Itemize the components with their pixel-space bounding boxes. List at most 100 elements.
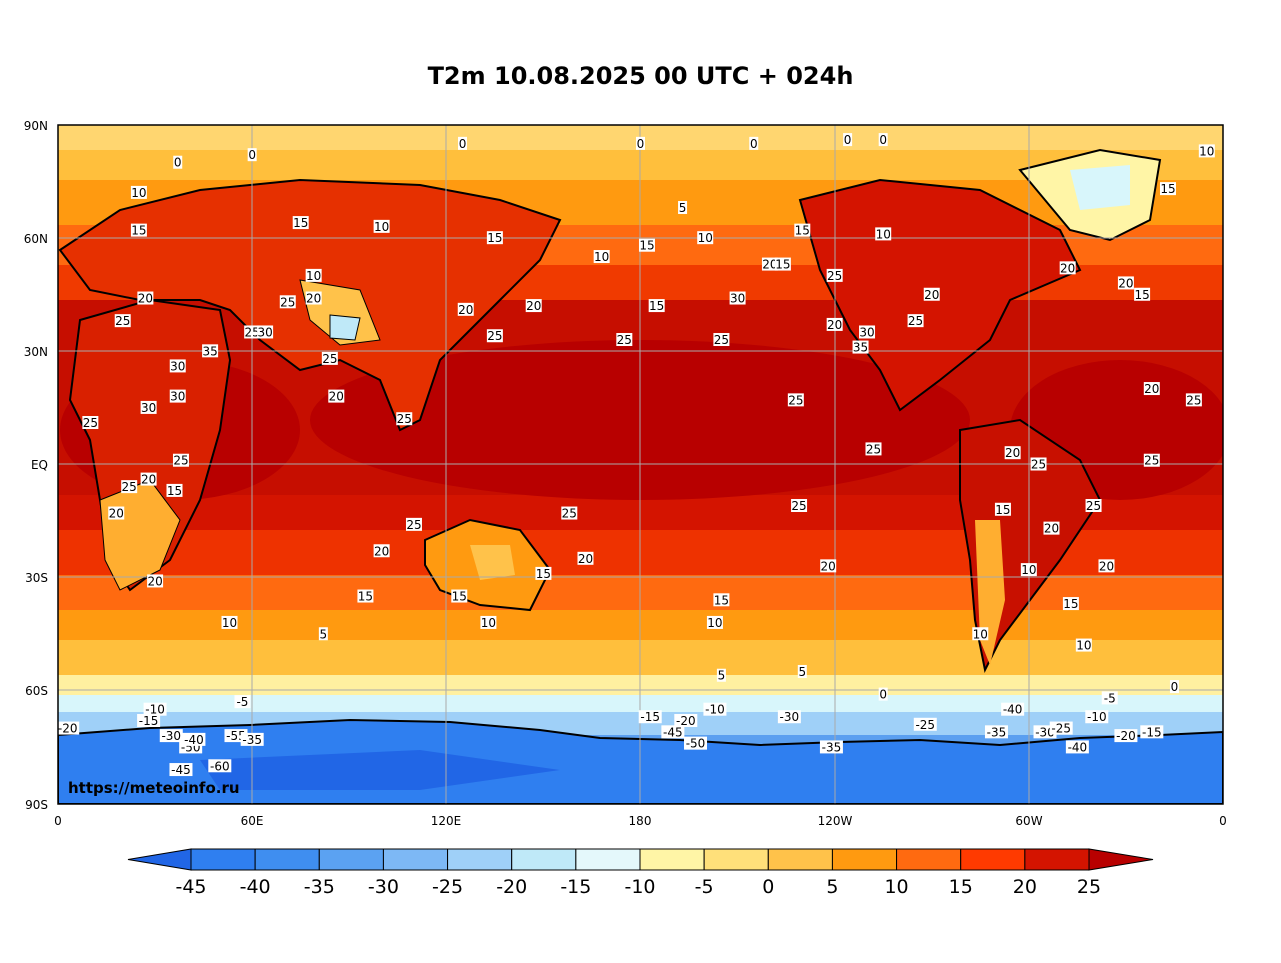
contour-value-label: -30 [777,710,801,724]
contour-value-label: -45 [661,725,685,739]
lat-label: 90N [24,119,48,133]
svg-text:15: 15 [358,590,373,604]
svg-text:25: 25 [83,416,98,430]
contour-value-label: 0 [247,148,257,162]
svg-text:5: 5 [798,665,806,679]
lon-label: 0 [1219,814,1227,828]
svg-text:0: 0 [750,137,758,151]
contour-value-label: 15 [1134,287,1151,302]
contour-value-label: 5 [318,627,328,641]
contour-value-label: -50 [684,736,708,751]
contour-value-label: 25 [244,325,261,339]
svg-text:10: 10 [1021,563,1036,577]
contour-value-label: -15 [137,714,161,728]
contour-value-label: 20 [826,317,843,332]
svg-text:-40: -40 [184,733,204,747]
colorbar-min-arrow [127,848,192,871]
svg-text:10: 10 [374,220,389,234]
contour-value-label: 15 [994,502,1011,517]
contour-value-label: 0 [458,136,468,151]
contour-value-label: 25 [1143,453,1160,468]
svg-text:30: 30 [141,401,156,415]
contour-value-label: 20 [108,506,125,521]
contour-value-label: 15 [451,589,468,604]
contour-value-label: 10 [1198,144,1215,158]
contour-value-label: 30 [169,359,186,373]
contour-value-label: 30 [169,389,186,404]
contour-value-label: -10 [143,702,167,717]
svg-text:0: 0 [879,688,887,702]
contour-value-label: 25 [321,351,338,366]
svg-text:10: 10 [481,616,496,630]
contour-value-label: -20 [674,714,698,728]
svg-text:-20: -20 [58,722,78,736]
lon-label: 60E [241,814,264,828]
contour-value-label: 25 [1030,457,1047,472]
contour-value-label: 10 [480,615,497,630]
svg-text:25: 25 [1086,499,1101,513]
contour-value-label: 25 [907,314,924,328]
svg-text:25: 25 [714,333,729,347]
contour-value-label: -15 [638,710,662,724]
svg-text:-40: -40 [1003,703,1023,717]
svg-text:0: 0 [879,133,887,147]
lon-label: 120W [818,814,853,828]
contour-value-label: 20 [525,299,542,313]
contour-value-label: 35 [852,340,869,355]
svg-text:15: 15 [167,484,182,498]
temperature-field [58,125,1223,804]
contour-value-label: 30 [729,291,746,306]
colorbar-tick-label: -45 [175,876,206,898]
svg-text:20: 20 [1005,446,1020,460]
contour-value-label: -45 [169,763,193,777]
svg-text:20: 20 [526,299,541,313]
svg-text:25: 25 [1186,393,1201,407]
colorbar-segment [896,848,962,871]
svg-text:10: 10 [306,269,321,283]
lon-label: 0 [54,814,62,828]
svg-text:30: 30 [859,325,874,339]
contour-value-label: 20 [328,389,345,404]
map-frame [57,124,1224,805]
colorbar-tick-label: -30 [368,876,399,898]
svg-text:35: 35 [202,344,217,358]
colorbar-tick-label: 5 [826,876,838,898]
contour-value-label: 10 [972,627,989,641]
svg-text:10: 10 [973,627,988,641]
svg-text:25: 25 [908,314,923,328]
svg-text:10: 10 [1199,144,1214,158]
colorbar-tick-label: -40 [240,876,271,898]
colorbar-segment [254,848,320,871]
svg-text:-35: -35 [822,740,842,754]
watermark-url: https://meteoinfo.ru [68,779,240,797]
contour-value-label: 25 [121,480,138,494]
contour-value-label: 10 [875,227,892,241]
graticule [58,125,1223,804]
contour-value-label: 15 [535,566,552,581]
svg-text:20: 20 [138,292,153,306]
colorbar-max-arrow [1088,848,1154,871]
colorbar-segment [318,848,384,871]
svg-text:20: 20 [924,288,939,302]
contour-value-label: 20 [1059,261,1076,275]
svg-text:10: 10 [1076,639,1091,653]
svg-text:25: 25 [280,295,295,309]
svg-text:5: 5 [718,669,726,683]
contour-value-label: 20 [1004,446,1021,460]
svg-text:15: 15 [714,593,729,607]
lat-label: 60N [24,232,48,246]
contour-value-label: 20 [820,559,837,573]
svg-text:5: 5 [679,201,687,215]
contour-value-label: 20 [1043,521,1060,536]
svg-text:-45: -45 [171,763,191,777]
colorbar-segment [382,848,449,871]
colorbar-tick-label: -25 [432,876,463,898]
contour-value-label: 15 [166,483,183,498]
svg-text:15: 15 [775,258,790,272]
lon-label: 180 [629,814,652,828]
svg-text:20: 20 [1144,382,1159,396]
colorbar-segment [1024,848,1090,871]
contour-value-label: 20 [1117,276,1134,290]
svg-text:20: 20 [1060,261,1075,275]
